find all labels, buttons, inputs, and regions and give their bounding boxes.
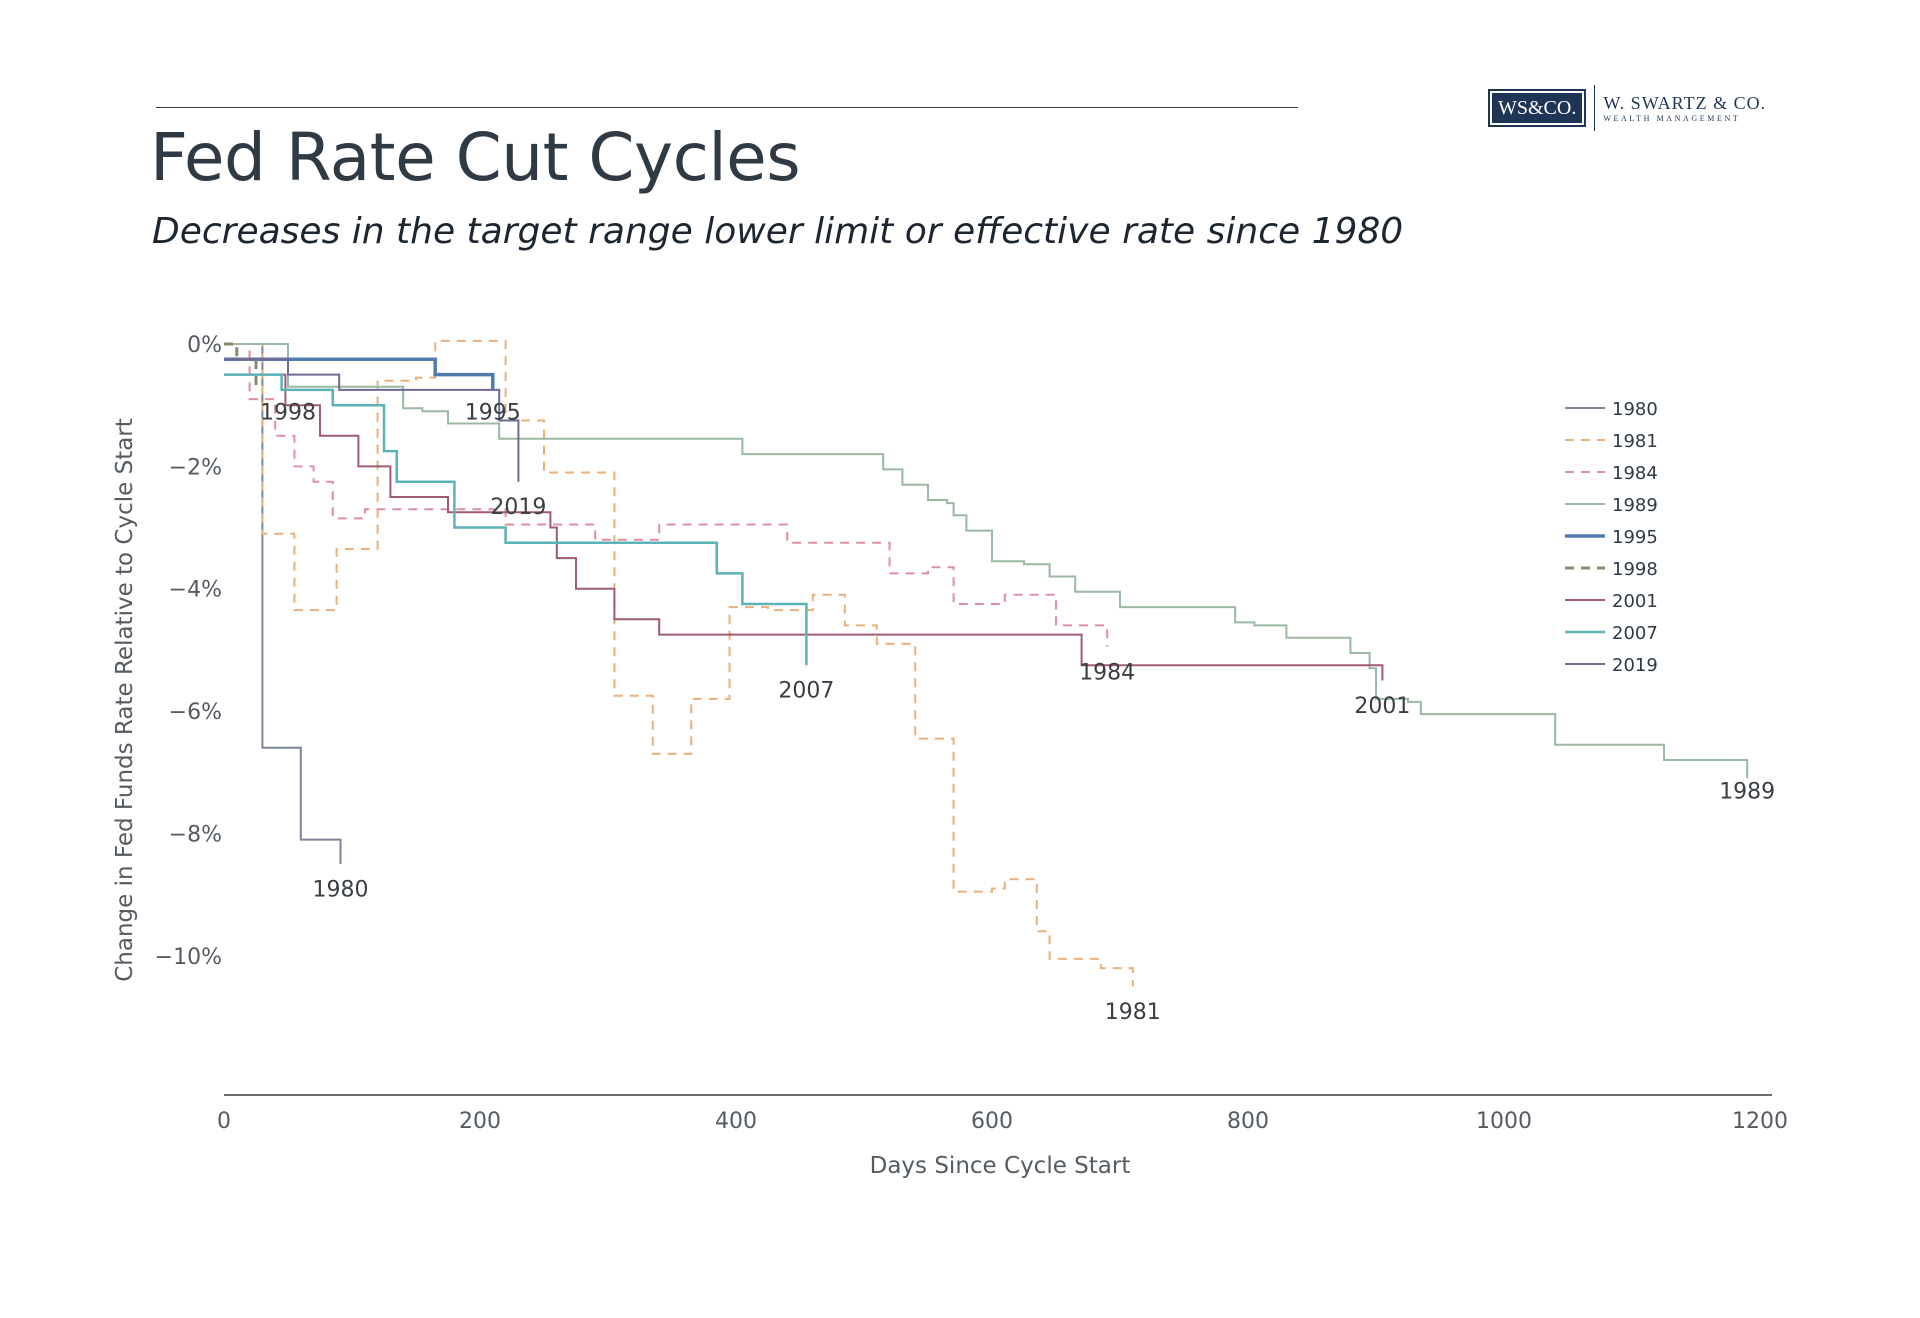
y-tick-label: −6% [169, 700, 222, 725]
legend-label-2007: 2007 [1612, 623, 1658, 644]
series-end-label-1989: 1989 [1719, 780, 1775, 805]
axes: 0 200 400 600 800 1000 1200 0% −2% −4% −6% −8% −10% D… [112, 333, 1788, 1179]
series-end-label-1980: 1980 [312, 878, 368, 903]
series-end-label-1998: 1998 [260, 400, 316, 425]
legend-label-1998: 1998 [1612, 559, 1658, 580]
x-tick-label: 600 [971, 1109, 1013, 1134]
series-end-label-2007: 2007 [778, 679, 834, 704]
y-axis-label: Change in Fed Funds Rate Relative to Cyc… [112, 418, 138, 982]
legend-label-2001: 2001 [1612, 591, 1658, 612]
company-logo: WS&CO. W. SWARTZ & CO. WEALTH MANAGEMENT [1488, 85, 1766, 131]
series-end-labels: 1980 1981 1984 1989 1995 1998 2001 2007 2019 [260, 400, 1775, 1025]
x-tick-label: 800 [1227, 1109, 1269, 1134]
y-tick-label: −4% [169, 578, 222, 603]
series-line-2001 [224, 373, 1384, 681]
series-end-label-2019: 2019 [490, 495, 546, 520]
series-line-2019 [224, 358, 520, 482]
logo-mark-box: WS&CO. [1488, 89, 1587, 127]
y-tick-label: −2% [169, 455, 222, 480]
top-rule [156, 107, 1298, 108]
logo-name: W. SWARTZ & CO. [1603, 93, 1767, 113]
series-end-label-2001: 2001 [1354, 694, 1410, 719]
logo-text: W. SWARTZ & CO. WEALTH MANAGEMENT [1603, 93, 1766, 123]
series-end-label-1984: 1984 [1079, 660, 1135, 685]
series-line-1981 [224, 339, 1134, 987]
x-tick-label: 1200 [1732, 1109, 1788, 1134]
y-tick-label: 0% [187, 333, 222, 358]
logo-tagline: WEALTH MANAGEMENT [1603, 114, 1741, 123]
series-end-label-1981: 1981 [1105, 1000, 1161, 1025]
x-tick-label: 200 [459, 1109, 501, 1134]
series-lines [224, 339, 1749, 987]
series-line-1989 [224, 343, 1749, 779]
x-tick-label: 0 [217, 1109, 231, 1134]
series-end-label-1995: 1995 [465, 400, 521, 425]
x-axis-label: Days Since Cycle Start [870, 1153, 1131, 1179]
series-line-2007 [224, 373, 808, 666]
legend-label-1980: 1980 [1612, 399, 1658, 420]
logo-divider [1594, 85, 1596, 131]
series-line-1995 [224, 357, 495, 390]
legend-label-1984: 1984 [1612, 463, 1658, 484]
y-tick-label: −8% [169, 822, 222, 847]
logo-mark: WS&CO. [1492, 93, 1583, 123]
legend-label-2019: 2019 [1612, 655, 1658, 676]
page-subtitle: Decreases in the target range lower limi… [152, 211, 1404, 252]
x-tick-label: 1000 [1476, 1109, 1532, 1134]
series-line-1998 [224, 342, 258, 390]
y-tick-label: −10% [155, 945, 222, 970]
page-title: Fed Rate Cut Cycles [150, 119, 801, 196]
legend-label-1995: 1995 [1612, 527, 1658, 548]
x-tick-label: 400 [715, 1109, 757, 1134]
legend-label-1981: 1981 [1612, 431, 1658, 452]
legend: 1980 1981 1984 1989 1995 1998 2001 2007 2019 [1565, 399, 1658, 676]
legend-label-1989: 1989 [1612, 495, 1658, 516]
